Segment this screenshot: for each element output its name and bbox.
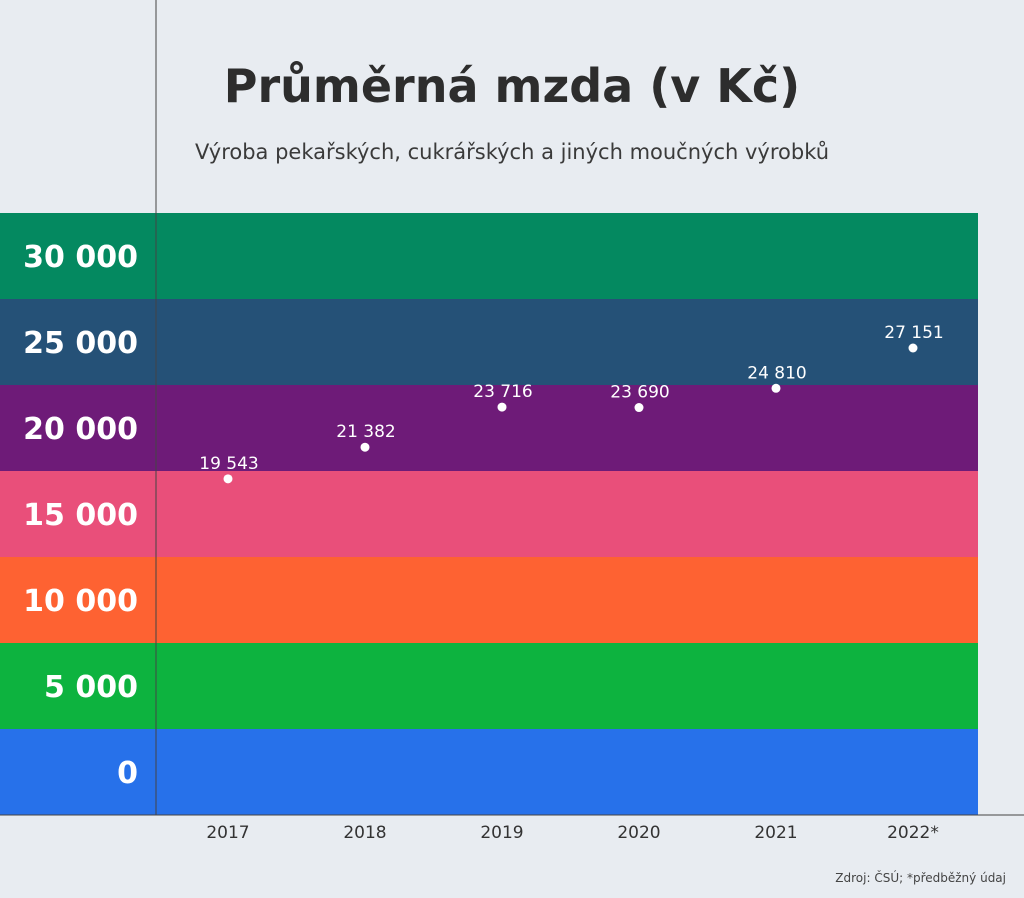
y-tick-label: 20 000 xyxy=(23,412,138,447)
y-tick-labels: 0 5 000 10 000 15 000 20 000 25 000 30 000 xyxy=(23,240,138,791)
chart-title: Průměrná mzda (v Kč) xyxy=(224,59,800,113)
y-tick-label: 10 000 xyxy=(23,584,138,619)
x-tick-label: 2018 xyxy=(343,823,386,843)
source-note: Zdroj: ČSÚ; *předběžný údaj xyxy=(835,870,1006,885)
data-label: 24 810 xyxy=(747,363,806,383)
data-label: 23 690 xyxy=(610,383,669,403)
x-tick-label: 2021 xyxy=(754,823,797,843)
band-25000 xyxy=(0,299,978,385)
background-bands xyxy=(0,213,978,815)
data-point xyxy=(223,474,233,484)
data-point xyxy=(497,402,507,412)
band-10000 xyxy=(0,557,978,643)
x-tick-label: 2022* xyxy=(887,823,939,843)
band-0 xyxy=(0,729,978,815)
y-tick-label: 0 xyxy=(117,756,138,791)
y-tick-label: 5 000 xyxy=(44,670,138,705)
data-points xyxy=(223,343,918,484)
x-tick-label: 2020 xyxy=(617,823,660,843)
chart-subtitle: Výroba pekařských, cukrářských a jiných … xyxy=(195,140,829,164)
data-point xyxy=(360,442,370,452)
y-tick-label: 15 000 xyxy=(23,498,138,533)
data-point xyxy=(771,383,781,393)
data-labels: 19 543 21 382 23 716 23 690 24 810 27 151 xyxy=(199,323,943,474)
data-point xyxy=(908,343,918,353)
data-label: 19 543 xyxy=(199,454,258,474)
x-tick-labels: 2017 2018 2019 2020 2021 2022* xyxy=(206,823,939,843)
data-point xyxy=(634,403,644,413)
band-30000 xyxy=(0,213,978,299)
band-15000 xyxy=(0,471,978,557)
band-20000 xyxy=(0,385,978,471)
data-label: 23 716 xyxy=(473,382,532,402)
band-5000 xyxy=(0,643,978,729)
x-tick-label: 2017 xyxy=(206,823,249,843)
data-label: 27 151 xyxy=(884,323,943,343)
data-label: 21 382 xyxy=(336,422,395,442)
y-tick-label: 30 000 xyxy=(23,240,138,275)
y-tick-label: 25 000 xyxy=(23,326,138,361)
x-tick-label: 2019 xyxy=(480,823,523,843)
